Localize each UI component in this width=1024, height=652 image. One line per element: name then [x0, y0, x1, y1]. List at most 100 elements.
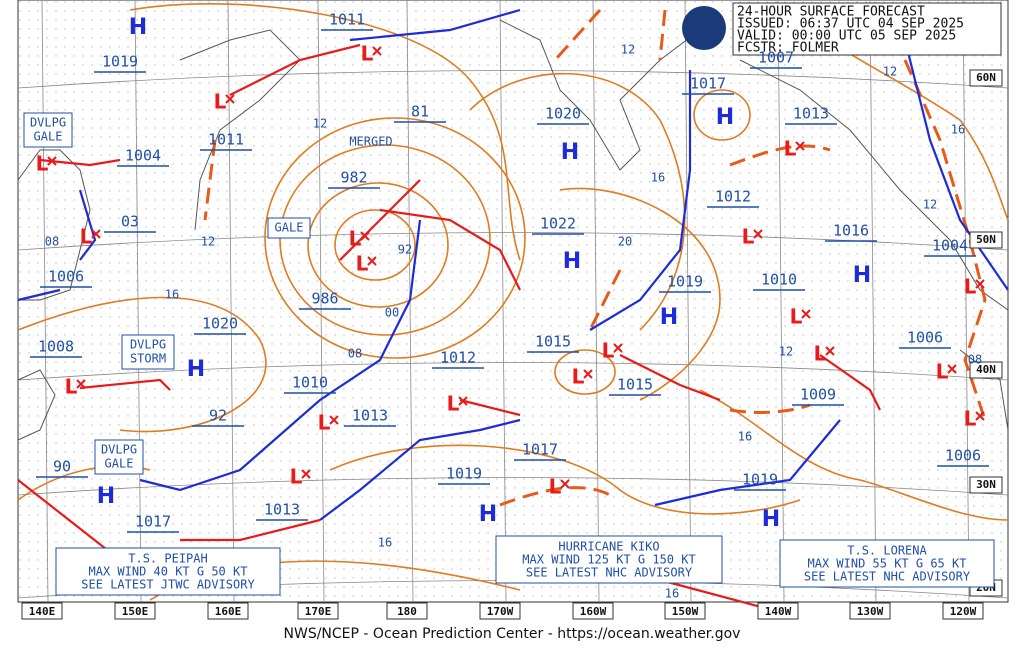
pressure-label: 1019	[446, 465, 482, 483]
isobar-label: 12	[621, 43, 635, 57]
isobar-label: 16	[165, 288, 179, 302]
lat-label: 30N	[976, 478, 996, 491]
advisory-box	[495, 535, 723, 584]
low-cross	[360, 231, 370, 241]
low-cross	[947, 364, 957, 374]
low-center: L	[964, 275, 977, 299]
pressure-label: 1004	[932, 237, 968, 255]
warning-text: GALE	[34, 130, 63, 144]
warning-text: GALE	[275, 221, 304, 235]
low-center: L	[349, 227, 362, 251]
warning-box	[267, 217, 311, 239]
high-center: H	[129, 15, 147, 40]
low-cross	[795, 141, 805, 151]
low-cross	[975, 411, 985, 421]
low-cross	[560, 479, 570, 489]
coastlines	[17, 19, 1009, 441]
meridian	[134, 0, 142, 603]
lon-label: 150E	[122, 605, 149, 618]
high-center: H	[187, 357, 205, 382]
cold-fronts	[17, 8, 1009, 521]
low-cross	[372, 46, 382, 56]
lat-label-box	[969, 231, 1003, 249]
warning-text: DVLPG	[30, 116, 66, 130]
warning-text: DVLPG	[130, 338, 166, 352]
footer: NWS/NCEP - Ocean Prediction Center - htt…	[284, 626, 741, 642]
low-center: L	[214, 90, 227, 114]
meridian	[869, 0, 877, 603]
isobar-label: 00	[385, 306, 399, 320]
isobar-label: 12	[923, 198, 937, 212]
warning-text: STORM	[130, 352, 166, 366]
isobar-label: 08	[968, 353, 982, 367]
low-cross	[301, 469, 311, 479]
low-center: L	[356, 252, 369, 276]
advisory-text: T.S. PEIPAH	[128, 552, 207, 566]
pressure-label: 1012	[440, 349, 476, 367]
isobar-label: 16	[665, 587, 679, 601]
advisory-text: HURRICANE KIKO	[558, 540, 659, 554]
isobar-label: 16	[738, 430, 752, 444]
low-cross	[583, 369, 593, 379]
lat-label-box	[969, 361, 1003, 379]
lon-label-box	[207, 602, 249, 620]
noaa-logo	[682, 6, 726, 50]
meridian	[684, 0, 692, 603]
low-center: L	[742, 225, 755, 249]
troughs	[203, 8, 987, 507]
lon-label: 140W	[765, 605, 792, 618]
high-center: H	[762, 507, 780, 532]
low-center: L	[936, 360, 949, 384]
advisory-text: SEE LATEST JTWC ADVISORY	[81, 578, 255, 592]
merged-label: MERGED	[349, 135, 392, 149]
lat-label: 60N	[976, 71, 996, 84]
pressure-label: 1015	[535, 333, 571, 351]
low-cross	[367, 256, 377, 266]
pressure-label: 1017	[135, 513, 171, 531]
isobar-label: 08	[45, 235, 59, 249]
isobar-label: 12	[883, 65, 897, 79]
advisory-box	[779, 539, 995, 588]
warning-text: GALE	[105, 457, 134, 471]
low-cross	[91, 229, 101, 239]
pressure-label: 1013	[352, 407, 388, 425]
lat-label-box	[969, 476, 1003, 494]
low-center: L	[602, 339, 615, 363]
low-cross	[47, 156, 57, 166]
low-cross	[825, 346, 835, 356]
warning-text: DVLPG	[101, 443, 137, 457]
advisory-text: MAX WIND 125 KT G 150 KT	[522, 553, 695, 567]
lat-label: 40N	[976, 363, 996, 376]
pressure-label: 1015	[617, 376, 653, 394]
lon-label-box	[21, 602, 63, 620]
header-forecaster: FCSTR: FOLMER	[737, 41, 839, 56]
lon-label-box	[664, 602, 706, 620]
isobar-label: 08	[348, 347, 362, 361]
lat-label: 50N	[976, 233, 996, 246]
high-center: H	[563, 249, 581, 274]
low-center: L	[80, 225, 93, 249]
lon-label-box	[297, 602, 339, 620]
warm-fronts	[17, 43, 881, 614]
header-title: 24-HOUR SURFACE FORECAST	[737, 5, 925, 20]
pressure-label: 1008	[38, 338, 74, 356]
warning-box	[94, 439, 144, 475]
meridian	[777, 0, 785, 603]
lon-label: 170E	[305, 605, 332, 618]
header-box	[732, 2, 1002, 56]
pressure-label: 81	[411, 103, 429, 121]
lon-label-box	[572, 602, 614, 620]
advisory-text: MAX WIND 40 KT G 50 KT	[89, 565, 248, 579]
lon-label-box	[479, 602, 521, 620]
low-center: L	[361, 42, 374, 66]
isobar-label: 16	[651, 171, 665, 185]
pressure-label: 1017	[522, 441, 558, 459]
high-center: H	[853, 263, 871, 288]
pressure-label: 986	[311, 290, 338, 308]
low-cross	[225, 94, 235, 104]
pressure-label: 1006	[945, 447, 981, 465]
low-center: L	[790, 305, 803, 329]
low-center: L	[964, 407, 977, 431]
advisory-text: SEE LATEST NHC ADVISORY	[804, 570, 971, 584]
low-center: L	[572, 365, 585, 389]
